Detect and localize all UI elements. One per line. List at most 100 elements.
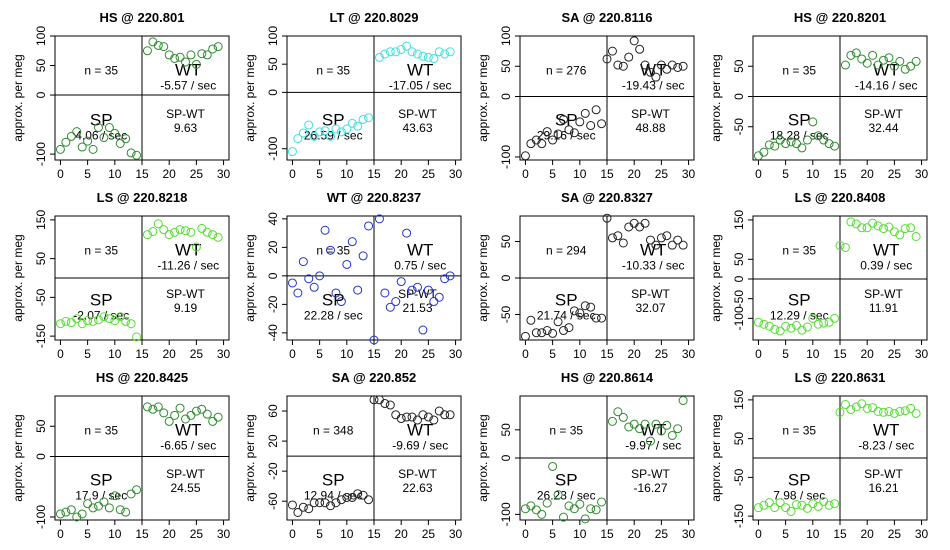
x-tick-label: 0 <box>289 347 296 361</box>
data-point <box>548 135 558 145</box>
data-point <box>170 227 180 237</box>
data-point <box>900 64 910 74</box>
data-point <box>656 426 666 436</box>
data-point <box>121 134 131 144</box>
y-axis-label: approx. per meg <box>476 234 490 321</box>
sp-label: SP <box>322 290 345 309</box>
x-tick-label: 10 <box>340 347 354 361</box>
x-tick-label: 15 <box>135 347 149 361</box>
data-point <box>77 142 87 152</box>
wt-label: WT <box>175 61 201 80</box>
data-point <box>851 48 861 58</box>
data-point <box>629 36 639 46</box>
data-point <box>440 49 450 59</box>
data-point <box>320 126 330 136</box>
data-point <box>423 412 433 422</box>
x-tick-label: 0 <box>755 167 762 181</box>
data-point <box>656 233 666 243</box>
x-tick-label: 0 <box>57 167 64 181</box>
x-tick-label: 0 <box>57 347 64 361</box>
data-point <box>753 317 763 327</box>
data-point <box>889 227 899 237</box>
data-point <box>61 316 71 326</box>
data-point <box>369 335 379 345</box>
data-point <box>99 497 109 507</box>
x-tick-label: 15 <box>367 347 381 361</box>
y-tick-label: 150 <box>34 210 48 230</box>
y-tick-label: -100 <box>34 142 48 166</box>
wt-rate: -9.69 / sec <box>392 439 448 453</box>
data-point <box>55 509 65 519</box>
data-point <box>520 504 530 514</box>
data-point <box>336 297 346 307</box>
data-point <box>808 499 818 509</box>
data-point <box>618 238 628 248</box>
y-tick-label: -50 <box>732 290 746 308</box>
data-point <box>175 52 185 62</box>
x-tick-label: 15 <box>833 167 847 181</box>
x-tick-label: 15 <box>600 347 614 361</box>
data-point <box>202 50 212 60</box>
y-tick-label: 0 <box>732 275 746 282</box>
data-point <box>569 306 579 316</box>
x-tick-label: 25 <box>422 167 436 181</box>
data-point <box>197 223 207 233</box>
spwt-value: 32.44 <box>868 121 898 135</box>
data-point <box>72 512 82 522</box>
data-point <box>635 222 645 232</box>
data-point <box>862 58 872 68</box>
data-point <box>879 55 888 65</box>
x-tick-label: 25 <box>888 527 902 541</box>
sp-rate: 26.59 / sec <box>304 128 363 142</box>
data-point <box>873 60 883 70</box>
data-point <box>413 282 422 292</box>
data-point <box>293 134 303 144</box>
data-point <box>159 225 169 235</box>
data-point <box>142 402 152 412</box>
x-tick-label: 10 <box>806 347 820 361</box>
y-axis-label: approx. per meg <box>476 414 490 501</box>
data-point <box>857 223 867 233</box>
chart-panel: LS @ 220.8218 approx. per meg -150 -50 50 150… <box>0 180 232 361</box>
data-point <box>293 288 303 298</box>
data-point <box>559 326 568 336</box>
data-point <box>569 128 579 138</box>
y-axis-label: approx. per meg <box>709 414 723 501</box>
data-point <box>911 231 921 241</box>
x-tick-label: 20 <box>163 347 177 361</box>
spwt-value: 21.53 <box>402 301 432 315</box>
data-point <box>175 403 185 413</box>
chart-panel: LS @ 220.8631 approx. per meg -150 -50 50 150… <box>698 360 930 541</box>
data-point <box>440 410 450 420</box>
y-axis-label: approx. per meg <box>11 414 25 501</box>
data-point <box>402 41 412 51</box>
sp-label: SP <box>788 110 811 129</box>
x-tick-label: 0 <box>289 527 296 541</box>
x-tick-label: 10 <box>108 347 122 361</box>
data-point <box>564 125 574 135</box>
data-point <box>88 144 98 154</box>
data-point <box>202 409 212 419</box>
data-point <box>520 151 530 161</box>
wt-label: WT <box>407 241 433 260</box>
data-point <box>385 400 395 410</box>
data-point <box>66 505 76 515</box>
data-point <box>342 259 352 269</box>
spwt-value: 16.21 <box>868 481 898 495</box>
data-point <box>423 285 433 295</box>
spwt-label: SP-WT <box>864 467 903 481</box>
data-point <box>342 492 352 502</box>
data-point <box>298 128 308 138</box>
x-tick-label: 30 <box>449 167 463 181</box>
data-point <box>591 313 601 323</box>
data-point <box>759 147 769 157</box>
y-tick-label: 50 <box>34 59 48 73</box>
data-point <box>55 319 65 329</box>
data-point <box>429 415 439 425</box>
data-point <box>840 242 850 252</box>
y-tick-label: 0 <box>266 272 280 279</box>
sp-label: SP <box>788 470 811 489</box>
y-tick-label: -100 <box>34 505 48 529</box>
